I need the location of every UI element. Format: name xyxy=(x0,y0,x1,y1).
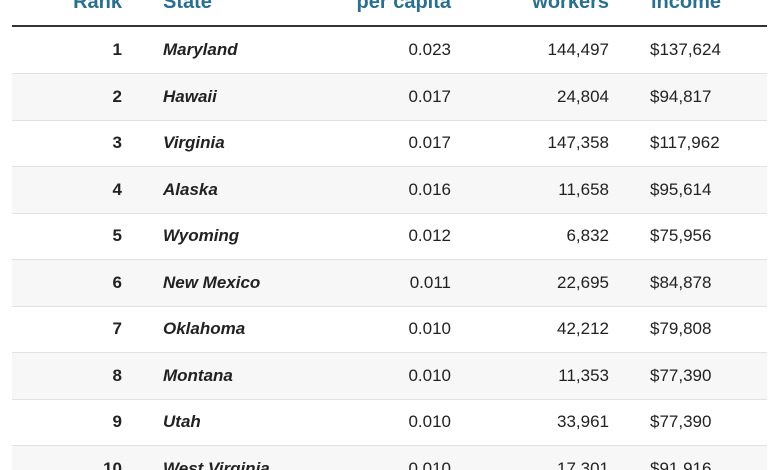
rank-cell: 2 xyxy=(112,86,122,106)
workers-cell: 11,658 xyxy=(558,179,609,199)
workers-cell: 17,301 xyxy=(557,458,609,470)
per-capita-cell: 0.010 xyxy=(408,412,451,431)
income-cell: $77,390 xyxy=(650,412,712,431)
header-rule xyxy=(12,25,767,27)
state-cell: Utah xyxy=(163,412,201,431)
rank-cell: 3 xyxy=(112,133,122,152)
table-row: 3 Virginia 0.017 147,358 $117,962 xyxy=(12,120,767,167)
income-cell: $117,962 xyxy=(650,133,720,152)
state-cell: West Virginia xyxy=(163,458,270,470)
per-capita-cell: 0.016 xyxy=(408,179,451,199)
income-cell: $84,878 xyxy=(650,272,712,292)
rank-cell: 5 xyxy=(112,226,122,245)
state-cell: Wyoming xyxy=(163,226,240,245)
state-cell: Virginia xyxy=(163,133,225,152)
per-capita-cell: 0.017 xyxy=(408,86,451,106)
header-state: State xyxy=(163,0,212,13)
state-cell: New Mexico xyxy=(163,272,261,292)
table-row: 7 Oklahoma 0.010 42,212 $79,808 xyxy=(12,306,767,353)
per-capita-cell: 0.017 xyxy=(408,133,451,152)
workers-cell: 144,497 xyxy=(547,40,609,59)
table-row: 2 Hawaii 0.017 24,804 $94,817 xyxy=(12,73,767,121)
workers-cell: 22,695 xyxy=(557,272,609,292)
rank-cell: 1 xyxy=(112,40,122,59)
income-cell: $79,808 xyxy=(650,319,712,338)
header-per-capita: per capita xyxy=(356,0,451,13)
table-row: 9 Utah 0.010 33,961 $77,390 xyxy=(12,399,767,446)
per-capita-cell: 0.011 xyxy=(409,272,451,292)
workers-cell: 6,832 xyxy=(566,226,609,245)
table-row: 5 Wyoming 0.012 6,832 $75,956 xyxy=(12,213,767,260)
rank-cell: 7 xyxy=(112,319,122,338)
workers-cell: 33,961 xyxy=(557,412,609,431)
header-income: income xyxy=(651,0,722,13)
rank-cell: 8 xyxy=(112,365,122,385)
header-workers: workers xyxy=(532,0,609,13)
per-capita-cell: 0.023 xyxy=(408,40,451,59)
income-cell: $75,956 xyxy=(650,226,712,245)
state-cell: Oklahoma xyxy=(163,319,246,338)
table-row: 4 Alaska 0.016 11,658 $95,614 xyxy=(12,166,767,214)
workers-cell: 42,212 xyxy=(557,319,609,338)
rank-cell: 4 xyxy=(112,179,122,199)
rank-cell: 6 xyxy=(112,272,122,292)
workers-cell: 24,804 xyxy=(557,86,609,106)
income-cell: $94,817 xyxy=(650,86,712,106)
state-cell: Hawaii xyxy=(163,86,217,106)
income-cell: $77,390 xyxy=(650,365,712,385)
income-cell: $95,614 xyxy=(650,179,712,199)
per-capita-cell: 0.010 xyxy=(408,319,451,338)
per-capita-cell: 0.010 xyxy=(408,365,451,385)
income-cell: $91,916 xyxy=(650,458,712,470)
income-cell: $137,624 xyxy=(650,40,721,59)
state-cell: Alaska xyxy=(163,179,218,199)
state-cell: Montana xyxy=(163,365,233,385)
table-row: 6 New Mexico 0.011 22,695 $84,878 xyxy=(12,259,767,307)
per-capita-cell: 0.010 xyxy=(408,458,451,470)
table-row: 10 West Virginia 0.010 17,301 $91,916 xyxy=(12,445,767,470)
table-row: 1 Maryland 0.023 144,497 $137,624 xyxy=(12,27,767,74)
workers-cell: 147,358 xyxy=(547,133,609,152)
per-capita-cell: 0.012 xyxy=(408,226,451,245)
table-row: 8 Montana 0.010 11,353 $77,390 xyxy=(12,352,767,400)
header-rank: Rank xyxy=(73,0,122,13)
rank-cell: 10 xyxy=(103,458,122,470)
state-cell: Maryland xyxy=(163,40,238,59)
rank-cell: 9 xyxy=(112,412,122,431)
workers-cell: 11,353 xyxy=(558,365,609,385)
